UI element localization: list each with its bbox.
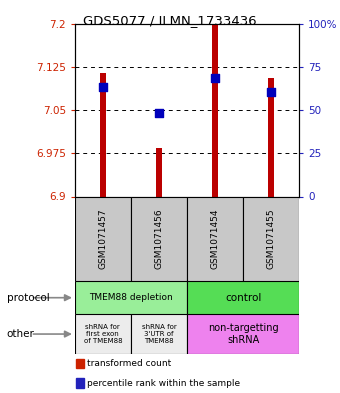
Point <box>156 110 162 116</box>
Text: other: other <box>7 329 35 339</box>
Point <box>212 75 218 81</box>
Text: shRNA for
3'UTR of
TMEM88: shRNA for 3'UTR of TMEM88 <box>141 324 176 344</box>
Bar <box>243 196 299 281</box>
Bar <box>100 73 106 196</box>
Text: protocol: protocol <box>7 293 50 303</box>
Bar <box>76 358 84 369</box>
Text: GSM1071456: GSM1071456 <box>154 208 164 269</box>
Text: shRNA for
first exon
of TMEM88: shRNA for first exon of TMEM88 <box>84 324 122 344</box>
Text: GSM1071457: GSM1071457 <box>98 208 107 269</box>
Bar <box>75 314 131 354</box>
Bar <box>75 196 131 281</box>
Point <box>100 84 105 90</box>
Bar <box>268 78 274 196</box>
Text: percentile rank within the sample: percentile rank within the sample <box>87 379 240 387</box>
Text: TMEM88 depletion: TMEM88 depletion <box>89 293 173 302</box>
Bar <box>76 378 84 388</box>
Bar <box>131 314 187 354</box>
Text: non-targetting
shRNA: non-targetting shRNA <box>208 323 278 345</box>
Bar <box>75 281 187 314</box>
Text: GSM1071454: GSM1071454 <box>210 209 220 269</box>
Text: control: control <box>225 293 261 303</box>
Bar <box>212 24 218 196</box>
Text: GDS5077 / ILMN_1733436: GDS5077 / ILMN_1733436 <box>83 14 257 27</box>
Bar <box>187 314 299 354</box>
Text: GSM1071455: GSM1071455 <box>267 208 276 269</box>
Text: transformed count: transformed count <box>87 359 171 368</box>
Bar <box>187 281 299 314</box>
Bar <box>156 147 162 196</box>
Point <box>268 88 274 95</box>
Bar <box>131 196 187 281</box>
Bar <box>187 196 243 281</box>
